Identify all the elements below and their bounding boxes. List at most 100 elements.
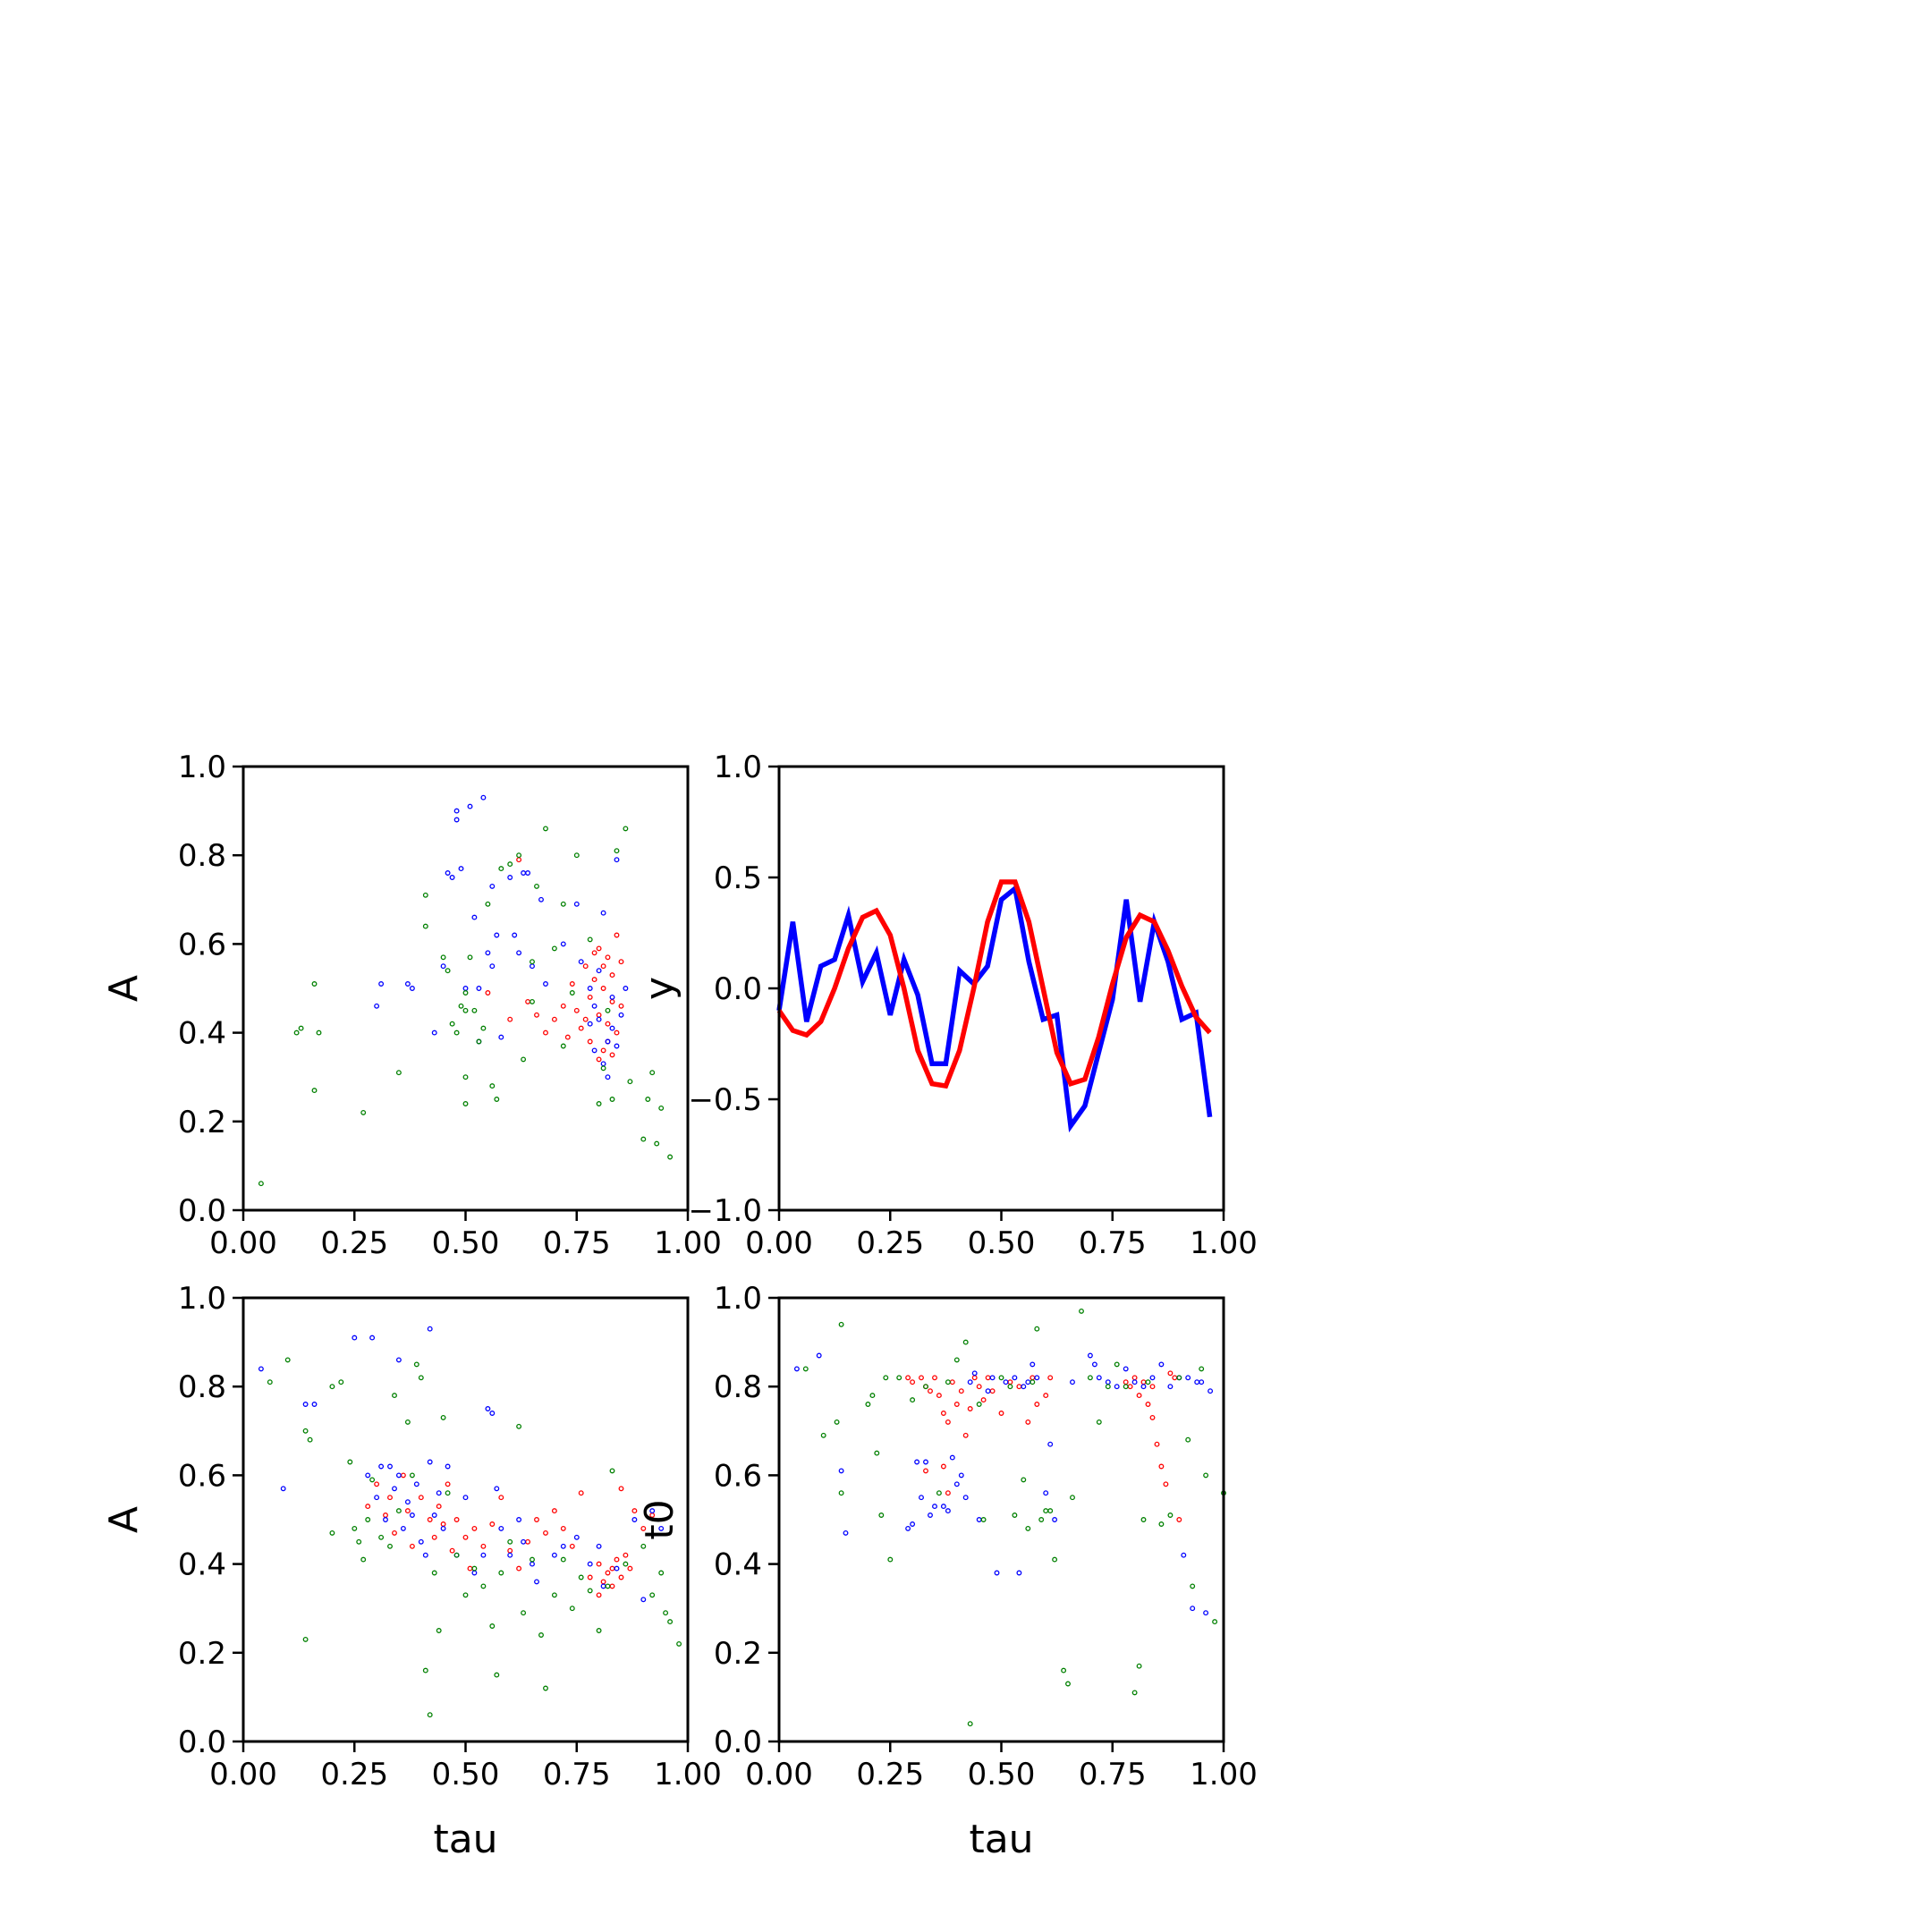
data-point [538,896,544,902]
data-point [945,1379,951,1385]
data-point [614,848,620,854]
data-point [512,932,518,938]
data-point [440,954,446,961]
data-point [663,1610,669,1616]
data-point [953,1481,960,1487]
data-point [458,866,464,872]
data-point [400,1525,406,1531]
data-point [374,1495,380,1501]
x-tick-label: 0.00 [745,1225,813,1261]
data-point [551,1508,557,1514]
data-point [1190,1583,1196,1589]
data-point [480,1552,487,1558]
data-point [623,1561,629,1567]
data-point [614,1565,620,1572]
data-point [1176,1375,1182,1381]
data-point [1096,1419,1102,1425]
data-point [462,1534,469,1540]
data-point [534,1012,539,1018]
data-point [498,866,504,872]
data-point [834,1419,840,1425]
data-point [525,870,531,876]
x-tick-label: 1.00 [1190,1757,1258,1792]
data-point [1061,1667,1067,1674]
data-point [596,1056,602,1063]
data-point [564,1034,571,1040]
data-point [596,968,602,974]
data-point [1212,1619,1218,1625]
data-point [507,1552,513,1558]
data-point [596,1628,602,1633]
series-1 [374,794,629,1080]
panel-top-right-line: 0.00 0.25 0.50 0.75 1.00−1.0−0.50.00.51.0y [637,750,1258,1261]
data-point [582,1016,589,1022]
data-point [462,1495,469,1501]
data-point [1185,1375,1191,1381]
data-point [1199,1366,1205,1372]
data-point [369,1335,376,1341]
y-tick-label: 0.6 [178,927,226,962]
y-tick-label: 0.0 [714,971,762,1007]
data-point [360,1556,367,1563]
data-point [658,1570,665,1576]
data-point [1003,1379,1009,1385]
data-point [498,1495,504,1501]
data-point [883,1375,889,1381]
data-point [347,1459,353,1465]
data-point [1136,1393,1142,1399]
data-point [1087,1375,1093,1381]
data-point [534,883,539,889]
x-tick-label: 0.00 [209,1225,277,1261]
data-point [431,1513,437,1518]
data-point [445,1490,451,1496]
data-point [923,1384,928,1390]
data-point [569,981,575,987]
data-point [489,1521,496,1527]
data-point [387,1543,393,1549]
data-point [958,1388,964,1394]
data-point [530,959,535,965]
data-point [623,986,629,991]
data-point [480,1025,487,1031]
y-tick-label: 1.0 [714,750,762,785]
data-point [485,990,491,996]
data-point [284,1357,291,1363]
data-point [591,977,597,983]
data-point [676,1640,682,1647]
x-tick-label: 0.50 [432,1225,500,1261]
data-point [596,1561,602,1567]
series-2 [267,1357,682,1718]
data-point [967,1379,973,1385]
data-point [631,1508,638,1514]
data-point [453,808,460,814]
data-point [404,1499,411,1505]
data-point [538,1632,544,1638]
data-point [431,1030,437,1036]
data-point [649,1070,656,1076]
data-point [910,1379,916,1385]
data-point [865,1402,871,1407]
y-tick-label: 0.2 [178,1105,226,1140]
data-point [462,1007,469,1013]
series-line-0 [776,884,1213,1133]
data-point [449,1021,455,1027]
data-point [605,1021,611,1027]
data-point [618,1486,624,1492]
data-point [427,1459,433,1465]
data-point [923,1459,928,1465]
y-tick-label: 0.0 [178,1193,226,1229]
data-point [445,1481,451,1487]
data-point [1043,1393,1049,1399]
data-point [962,1495,969,1501]
data-point [471,1565,478,1572]
data-point [467,954,473,961]
data-point [395,1508,402,1514]
data-point [843,1530,849,1536]
y-axis-label: t0 [637,1499,682,1539]
data-point [618,1574,624,1580]
data-point [1185,1436,1191,1443]
data-point [573,1007,580,1013]
data-point [453,1517,460,1522]
y-axis-label: y [637,977,682,1000]
